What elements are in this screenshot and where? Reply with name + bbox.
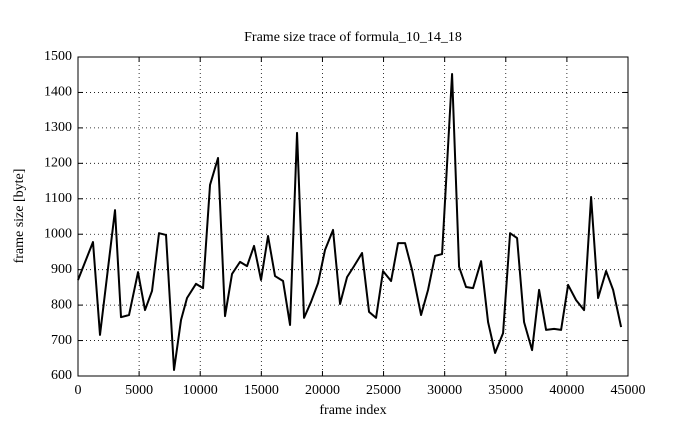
y-tick-label: 1300	[44, 120, 72, 135]
x-tick-label: 35000	[488, 383, 523, 398]
x-tick-label: 15000	[244, 383, 279, 398]
x-tick-label: 5000	[125, 383, 153, 398]
x-axis-label: frame index	[319, 403, 386, 418]
x-tick-label: 20000	[305, 383, 340, 398]
x-tick-label: 45000	[611, 383, 646, 398]
x-tick-label: 40000	[549, 383, 584, 398]
x-tick-label: 10000	[183, 383, 218, 398]
y-tick-label: 700	[51, 333, 72, 348]
x-tick-label: 30000	[427, 383, 462, 398]
chart-title: Frame size trace of formula_10_14_18	[244, 30, 462, 45]
y-tick-label: 800	[51, 297, 72, 312]
plot-frame	[77, 56, 629, 377]
y-tick-label: 1100	[45, 191, 72, 206]
y-tick-label: 1500	[44, 49, 72, 64]
y-tick-label: 1000	[44, 226, 72, 241]
data-line	[77, 73, 623, 371]
y-tick-label: 1200	[44, 156, 72, 171]
y-tick-label: 900	[51, 262, 72, 277]
x-tick-label: 25000	[366, 383, 401, 398]
y-axis-label: frame size [byte]	[12, 169, 27, 264]
y-tick-label: 600	[51, 368, 72, 383]
x-tick-label: 0	[75, 383, 82, 398]
y-tick-label: 1400	[44, 85, 72, 100]
